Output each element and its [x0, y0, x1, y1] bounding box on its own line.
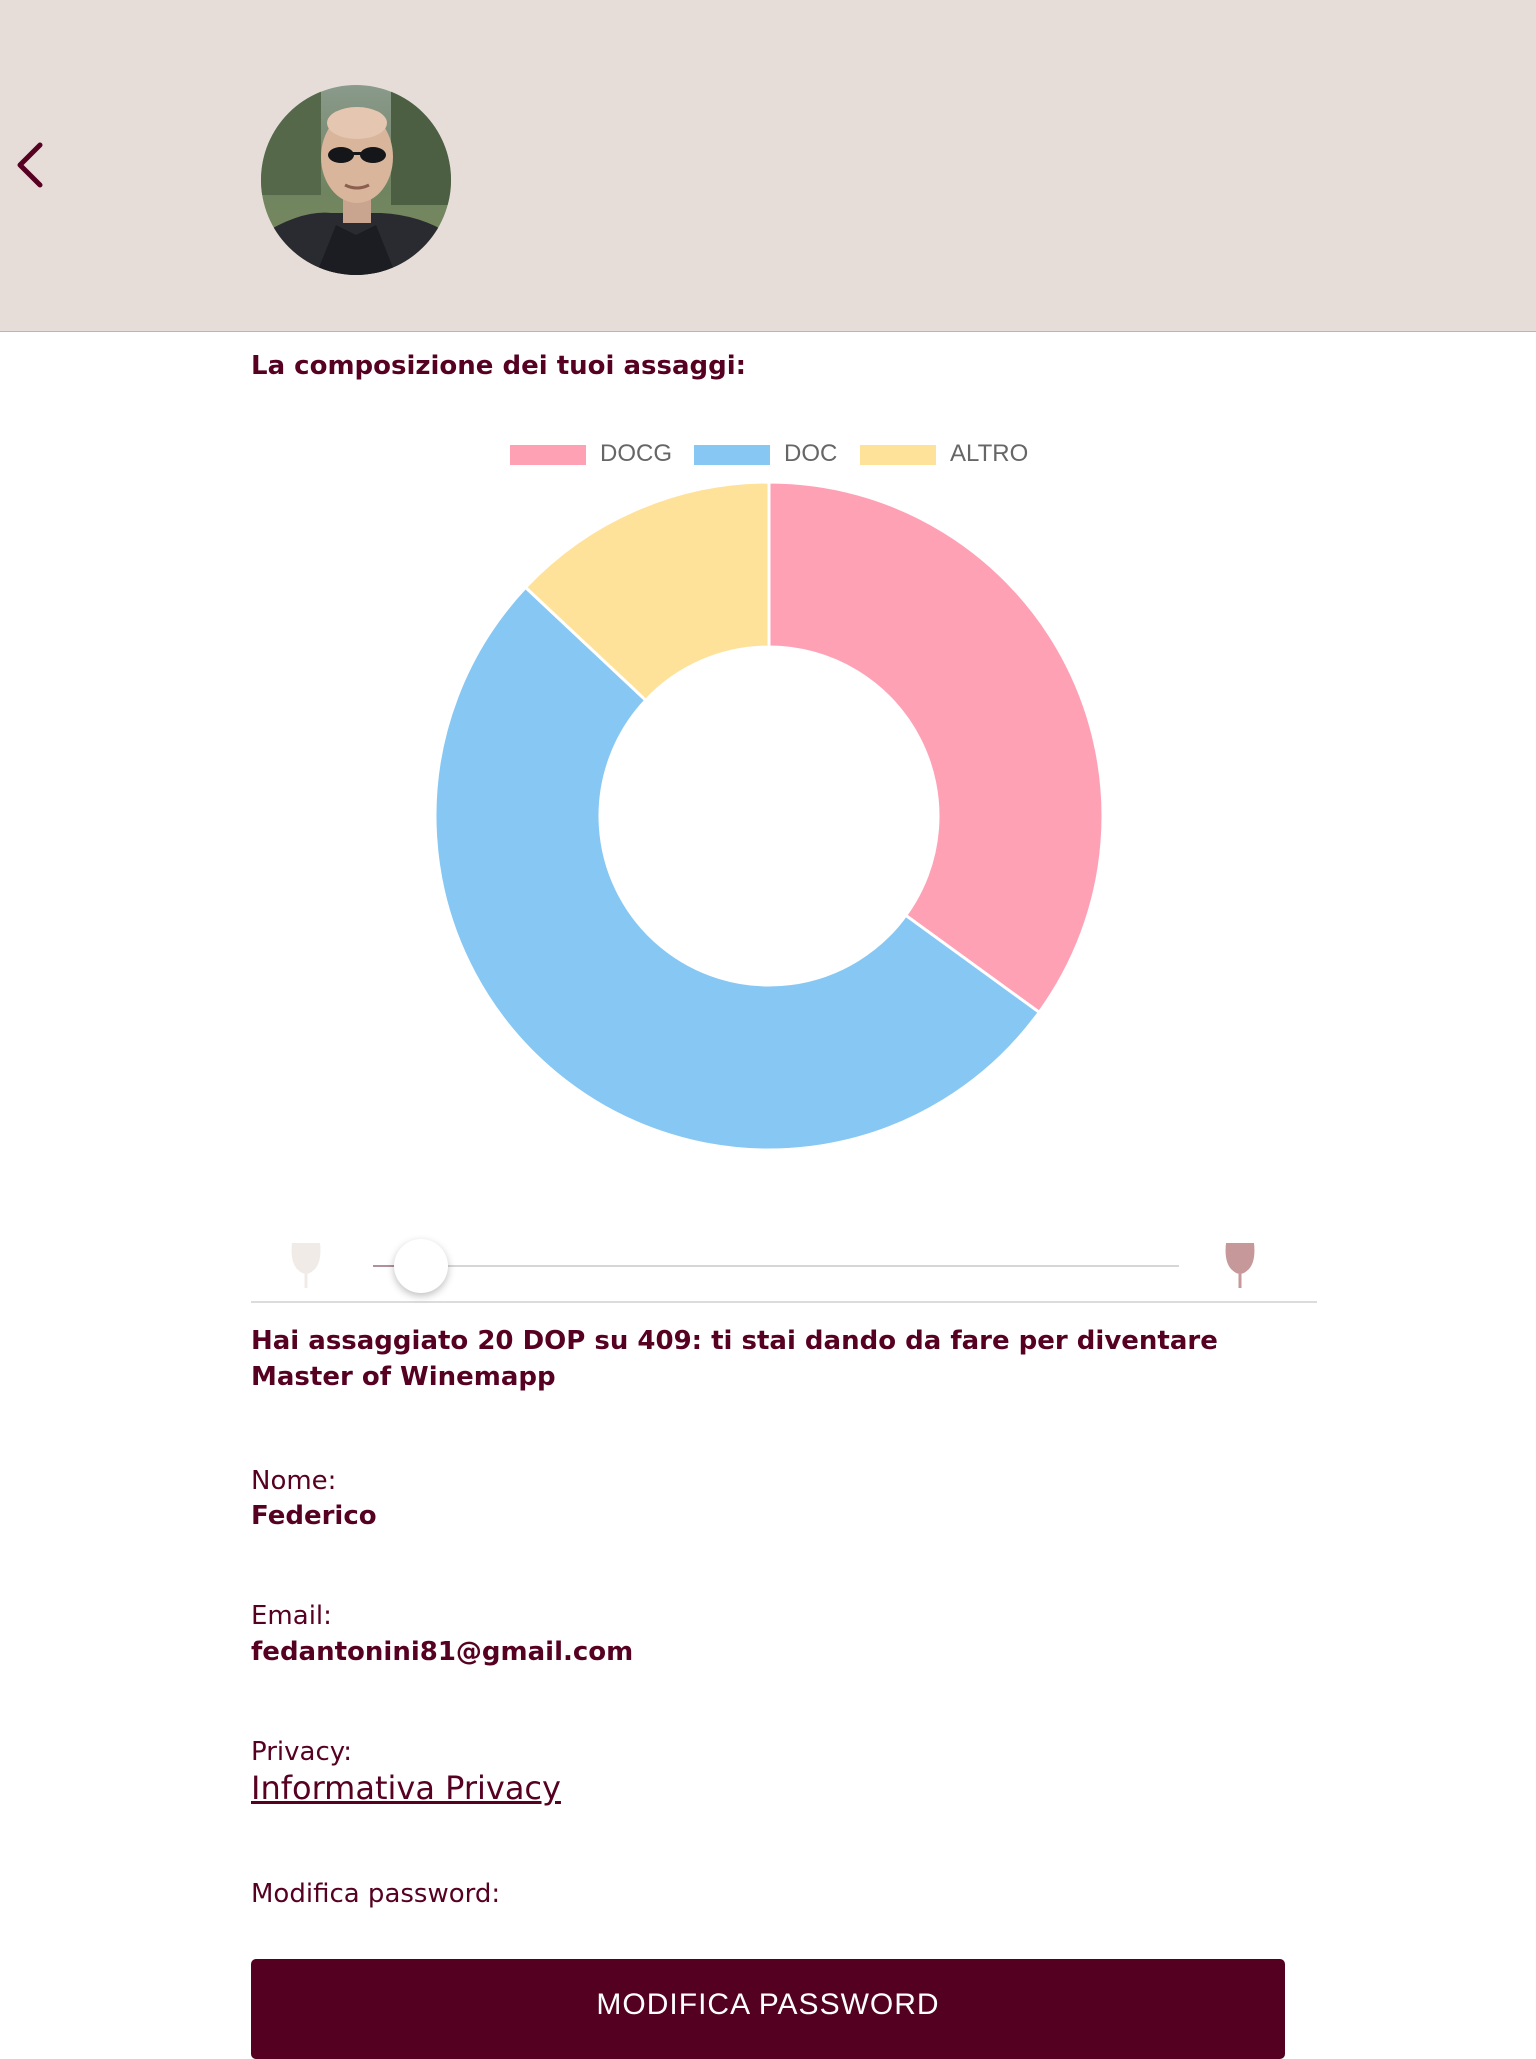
email-value: fedantonini81@gmail.com	[251, 1637, 634, 1667]
legend-label: ALTRO	[950, 440, 1029, 467]
privacy-link[interactable]: Informativa Privacy	[251, 1769, 561, 1807]
legend-label: DOCG	[600, 440, 672, 467]
user-photo	[261, 85, 451, 275]
wine-glass-full-icon	[1225, 1243, 1255, 1288]
chevron-left-icon	[17, 142, 43, 188]
level-slider[interactable]	[251, 1201, 1317, 1303]
email-label: Email:	[251, 1601, 332, 1631]
legend-swatch	[860, 445, 936, 465]
slider-thumb[interactable]	[394, 1239, 449, 1293]
name-value: Federico	[251, 1501, 377, 1531]
wine-glass-empty-icon	[291, 1243, 321, 1288]
back-button[interactable]	[6, 130, 54, 200]
doughnut-slice-docg[interactable]	[767, 480, 1105, 1015]
chart-legend: DOCG DOC ALTRO	[251, 436, 1317, 476]
legend-swatch	[510, 445, 586, 465]
slider-fill	[373, 1265, 406, 1267]
legend-label: DOC	[784, 440, 838, 467]
change-password-button[interactable]: MODIFICA PASSWORD	[251, 1959, 1285, 2059]
password-label: Modifica password:	[251, 1879, 501, 1909]
composition-title: La composizione dei tuoi assaggi:	[251, 351, 747, 381]
slider-track	[373, 1265, 1179, 1267]
privacy-label: Privacy:	[251, 1737, 353, 1767]
name-label: Nome:	[251, 1466, 337, 1496]
doughnut-chart	[433, 480, 1105, 1152]
avatar[interactable]	[261, 85, 451, 275]
tasting-summary: Hai assaggiato 20 DOP su 409: ti stai da…	[251, 1326, 1218, 1392]
doughnut-slice-altro[interactable]	[523, 480, 771, 703]
legend-swatch	[694, 445, 770, 465]
doughnut-slice-doc[interactable]	[433, 585, 1042, 1152]
profile-header	[0, 0, 1536, 332]
